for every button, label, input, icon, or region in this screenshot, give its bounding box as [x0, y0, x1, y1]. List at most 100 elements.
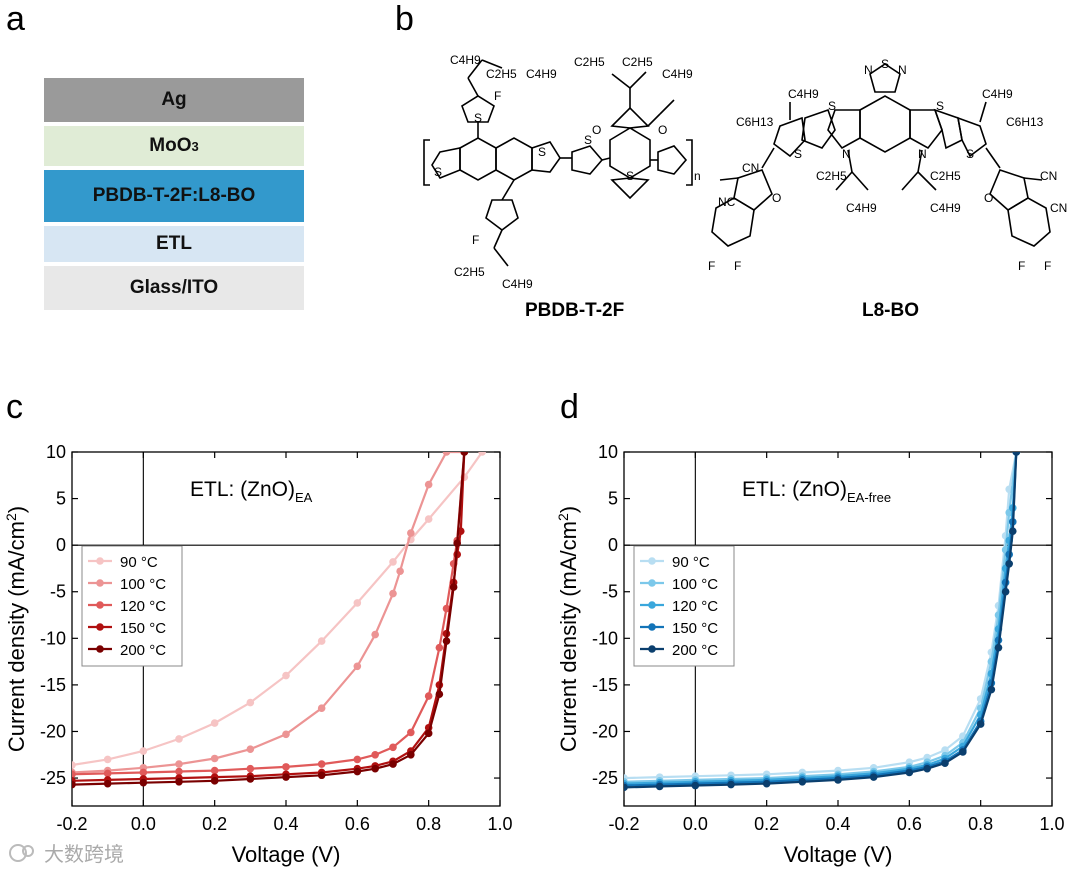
label-c4h9-1: C4H9 [450, 53, 481, 67]
data-point [424, 729, 433, 738]
data-point [407, 529, 415, 537]
data-point [353, 755, 362, 764]
data-point [923, 764, 931, 773]
legend-swatch-marker [96, 623, 104, 631]
data-point [941, 746, 949, 754]
legend-swatch-marker [96, 579, 104, 587]
y-tick-label: -25 [592, 768, 618, 788]
y-axis-label: Current density (mA/cm2) [555, 506, 581, 752]
layer-moo3: MoO 3 [44, 126, 304, 166]
series-line-1 [72, 452, 465, 774]
label-s-5: S [626, 169, 634, 183]
legend-label: 200 °C [672, 642, 718, 659]
label-o-l: O [772, 191, 781, 205]
data-point [282, 671, 290, 680]
data-point [317, 704, 326, 712]
legend-swatch-marker [648, 557, 656, 565]
legend-label: 100 °C [120, 576, 166, 593]
y-axis-label: Current density (mA/cm2) [3, 506, 29, 752]
y-axis-label-sup: 2 [3, 513, 19, 521]
data-point [959, 748, 967, 756]
legend-swatch-marker [648, 645, 656, 653]
legend-swatch-marker [96, 557, 104, 565]
series-line-1 [624, 452, 1018, 783]
data-point [941, 759, 949, 767]
label-s-1: S [474, 111, 482, 125]
label-o-r: O [984, 191, 993, 205]
y-axis-label-end: ) [4, 506, 29, 513]
y-tick-label: -25 [40, 768, 66, 788]
data-point [72, 780, 76, 789]
data-point [282, 730, 290, 739]
x-tick-label: 0.8 [416, 814, 441, 834]
data-point [72, 761, 76, 769]
data-point [449, 583, 458, 591]
data-point [175, 735, 183, 743]
x-tick-label: 0.0 [683, 814, 708, 834]
data-point [282, 773, 290, 781]
label-n-2: N [898, 63, 907, 77]
y-tick-label: -5 [50, 582, 66, 602]
etl-annotation-sub: EA [295, 490, 313, 505]
molecule-name-pbdb-t-2f: PBDB-T-2F [525, 300, 625, 321]
legend-swatch-marker [648, 579, 656, 587]
data-point [371, 764, 379, 773]
data-point [869, 773, 878, 781]
series-line-2 [72, 452, 466, 776]
label-cn-2: CN [1040, 169, 1057, 183]
label-s-3: S [538, 145, 546, 159]
data-point [655, 782, 664, 791]
legend-label: 120 °C [120, 598, 166, 615]
data-point [442, 604, 451, 613]
data-point [834, 776, 842, 784]
legend-label: 200 °C [120, 642, 166, 659]
x-tick-label: 0.2 [202, 814, 227, 834]
label-c2h5-2: C2H5 [574, 55, 605, 69]
data-point [353, 662, 362, 671]
data-point [442, 637, 451, 645]
label-n: n [694, 169, 701, 183]
series-group [624, 452, 1021, 792]
data-point [1012, 452, 1021, 456]
etl-annotation: ETL: (ZnO)EA-free [742, 478, 891, 505]
x-tick-label: 1.0 [1039, 814, 1064, 834]
y-tick-label: 5 [608, 489, 618, 509]
label-c4h9-r1: C4H9 [982, 87, 1013, 101]
watermark: 大数跨境 [8, 838, 124, 867]
label-cn-3: CN [1050, 201, 1067, 215]
label-c2h5-l: C2H5 [816, 169, 847, 183]
label-f-l1: F [708, 259, 715, 273]
legend-swatch-marker [648, 623, 656, 631]
y-tick-label: -5 [602, 582, 618, 602]
panel-letter-d: d [560, 388, 579, 426]
label-c4h9-r2: C4H9 [930, 201, 961, 215]
x-tick-label: 1.0 [487, 814, 512, 834]
l8-bo-labels: N S N C4H9 C6H13 C4H9 C6H13 S S S S N N … [708, 57, 1067, 273]
label-s-l2: S [794, 147, 802, 161]
panel-letter-b: b [395, 0, 414, 38]
label-c2h5-r: C2H5 [930, 169, 961, 183]
l8-bo-structure [711, 63, 1051, 247]
y-tick-label: 5 [56, 489, 66, 509]
data-point [396, 567, 404, 576]
label-c4h9-4: C4H9 [502, 277, 533, 291]
legend-label: 150 °C [120, 620, 166, 637]
label-c6h13-r: C6H13 [1006, 115, 1044, 129]
y-tick-label: 0 [56, 535, 66, 555]
y-tick-label: -10 [592, 628, 618, 648]
data-point [1005, 559, 1013, 568]
data-point [139, 747, 148, 755]
label-o-2: O [658, 123, 667, 137]
label-c4h9-2: C4H9 [526, 67, 557, 81]
x-tick-label: 0.2 [754, 814, 779, 834]
data-point [282, 763, 290, 771]
data-point [139, 778, 148, 787]
label-s-btd: S [881, 57, 889, 71]
data-point [103, 755, 112, 764]
data-point [424, 480, 433, 489]
data-point [72, 770, 76, 779]
label-n-3: N [842, 147, 851, 161]
layer-moo3-text: MoO [149, 135, 192, 156]
data-point [1008, 527, 1017, 535]
y-tick-label: -15 [40, 675, 66, 695]
